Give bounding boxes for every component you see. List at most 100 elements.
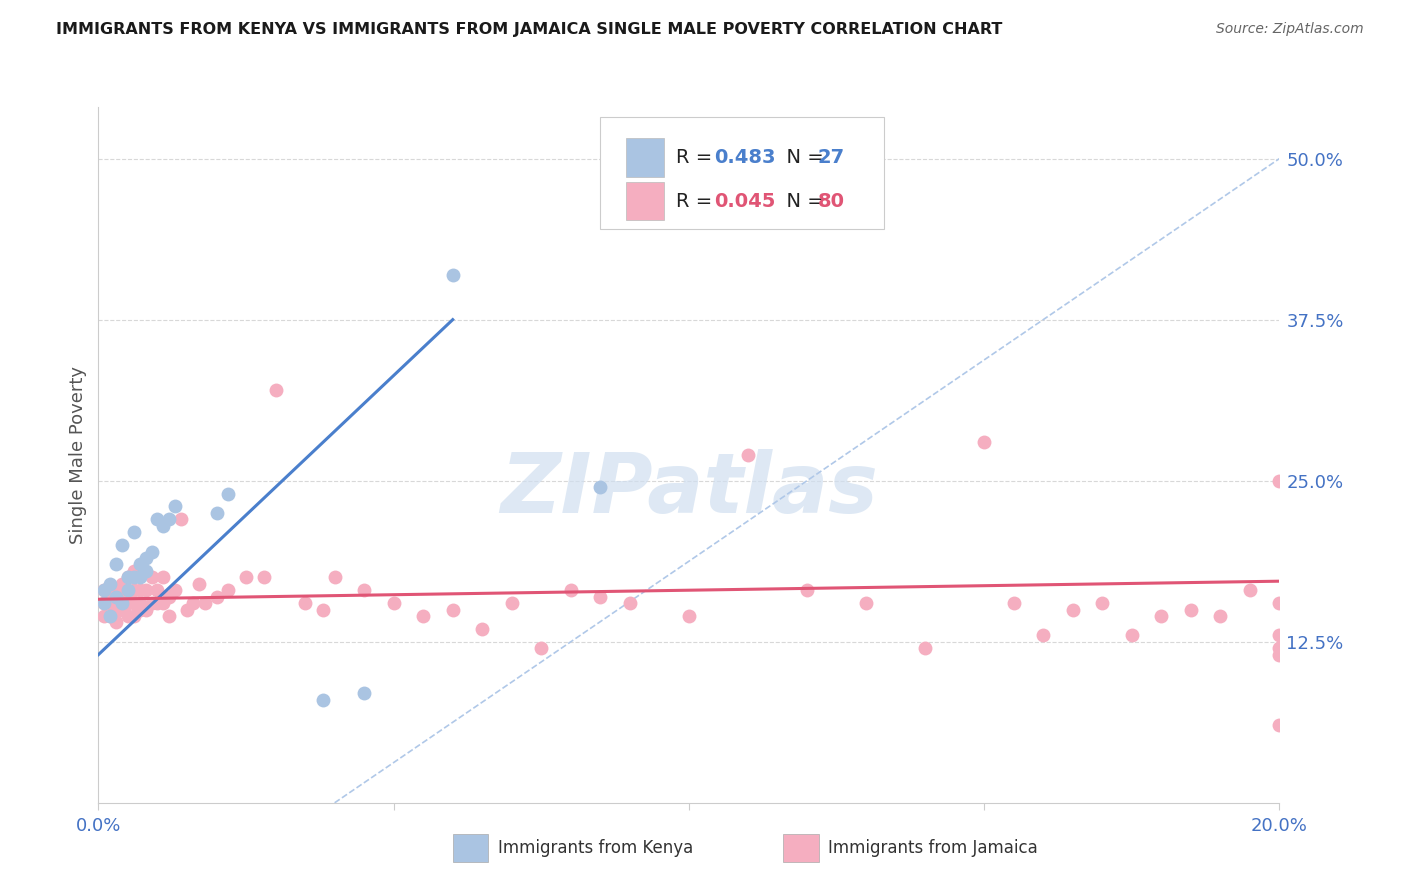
Point <box>105 615 128 630</box>
Point <box>105 602 128 616</box>
Point <box>165 583 187 598</box>
Point <box>146 596 169 610</box>
Point <box>141 544 163 558</box>
Point <box>1121 628 1143 642</box>
Point <box>589 590 612 604</box>
Point <box>973 435 995 450</box>
Point <box>187 576 209 591</box>
Point <box>412 609 434 624</box>
Text: R =: R = <box>676 192 718 211</box>
Point <box>117 609 139 624</box>
Point <box>105 558 128 572</box>
Point <box>353 686 375 700</box>
Point <box>122 564 145 578</box>
Point <box>128 583 150 598</box>
Point <box>135 583 157 598</box>
Point <box>253 570 276 584</box>
Point <box>619 596 641 610</box>
Point <box>117 570 139 584</box>
Point <box>1209 609 1232 624</box>
Point <box>264 384 287 398</box>
Point <box>1268 596 1291 610</box>
Point <box>157 512 180 526</box>
Point <box>117 590 139 604</box>
Point <box>122 570 145 584</box>
Point <box>93 583 115 598</box>
Point <box>471 622 494 636</box>
Point <box>122 525 145 540</box>
Point <box>796 583 818 598</box>
Point <box>589 480 612 494</box>
FancyBboxPatch shape <box>453 834 488 862</box>
Point <box>141 596 163 610</box>
Text: 80: 80 <box>818 192 845 211</box>
Point <box>382 596 405 610</box>
Point <box>1150 609 1173 624</box>
Point <box>312 692 335 706</box>
Point <box>93 583 115 598</box>
Text: Immigrants from Jamaica: Immigrants from Jamaica <box>828 839 1038 857</box>
Point <box>111 596 134 610</box>
Point <box>128 602 150 616</box>
Point <box>128 596 150 610</box>
Point <box>181 596 204 610</box>
Text: IMMIGRANTS FROM KENYA VS IMMIGRANTS FROM JAMAICA SINGLE MALE POVERTY CORRELATION: IMMIGRANTS FROM KENYA VS IMMIGRANTS FROM… <box>56 22 1002 37</box>
Point <box>217 486 239 500</box>
Text: N =: N = <box>773 192 830 211</box>
Point <box>122 596 145 610</box>
Point <box>855 596 877 610</box>
Point <box>98 576 121 591</box>
FancyBboxPatch shape <box>626 138 664 177</box>
Point <box>1062 602 1084 616</box>
Point <box>128 558 150 572</box>
Point <box>146 583 169 598</box>
Point <box>111 576 134 591</box>
Text: 0.045: 0.045 <box>714 192 775 211</box>
Point <box>441 268 464 282</box>
Point <box>141 570 163 584</box>
Point <box>294 596 316 610</box>
Point <box>117 596 139 610</box>
Point <box>146 512 169 526</box>
Point <box>560 583 582 598</box>
Point <box>1032 628 1054 642</box>
Point <box>1268 718 1291 732</box>
Text: Source: ZipAtlas.com: Source: ZipAtlas.com <box>1216 22 1364 37</box>
Point <box>152 596 174 610</box>
Point <box>98 590 121 604</box>
Point <box>205 590 228 604</box>
Point <box>111 602 134 616</box>
Point <box>98 596 121 610</box>
Point <box>1268 641 1291 656</box>
Point <box>128 570 150 584</box>
Point <box>501 596 523 610</box>
Point <box>152 570 174 584</box>
Text: 0.483: 0.483 <box>714 148 775 167</box>
Point <box>678 609 700 624</box>
Text: 27: 27 <box>818 148 845 167</box>
FancyBboxPatch shape <box>600 118 884 229</box>
FancyBboxPatch shape <box>783 834 818 862</box>
Point <box>194 596 217 610</box>
Point <box>117 570 139 584</box>
Point <box>157 590 180 604</box>
Point <box>353 583 375 598</box>
Point <box>98 609 121 624</box>
Text: R =: R = <box>676 148 718 167</box>
Point <box>235 570 257 584</box>
Point <box>1268 474 1291 488</box>
Point <box>157 609 180 624</box>
Point <box>105 590 128 604</box>
Point <box>170 512 193 526</box>
Point <box>93 596 115 610</box>
Point <box>1268 628 1291 642</box>
Point <box>530 641 553 656</box>
Text: N =: N = <box>773 148 830 167</box>
Point <box>737 448 759 462</box>
Point <box>1091 596 1114 610</box>
Point <box>323 570 346 584</box>
Point <box>1002 596 1025 610</box>
Point <box>205 506 228 520</box>
Point <box>117 583 139 598</box>
Point <box>165 500 187 514</box>
